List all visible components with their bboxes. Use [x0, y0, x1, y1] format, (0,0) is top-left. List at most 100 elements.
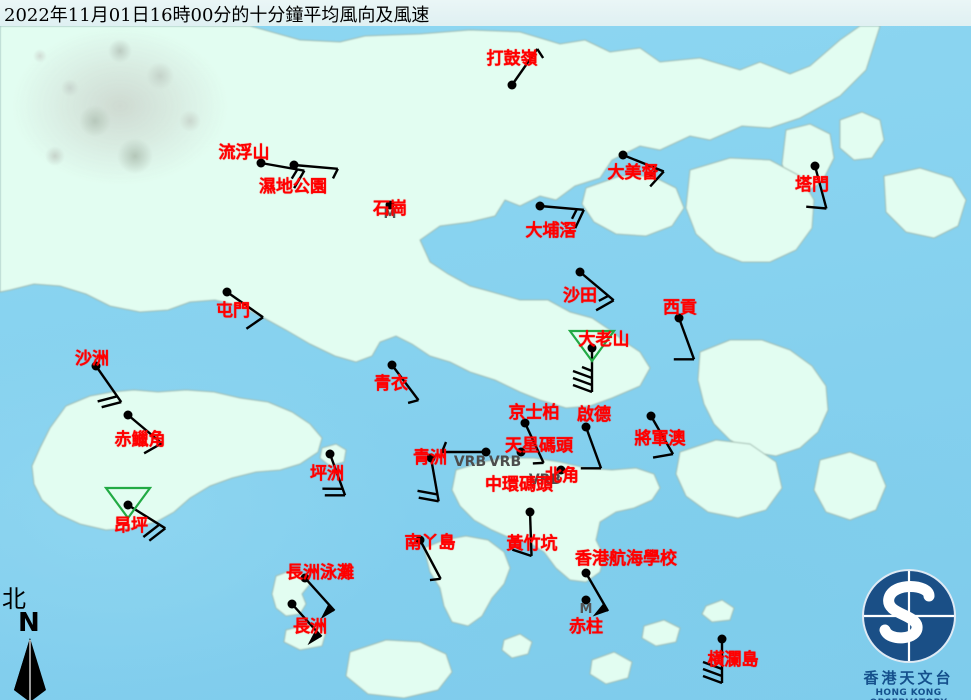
station-label[interactable]: 濕地公園	[259, 177, 327, 197]
station-label[interactable]: 大埔滘	[525, 221, 577, 241]
station-label[interactable]: 青洲	[413, 448, 447, 468]
landmass-south-island-a	[345, 639, 453, 699]
wind-barb-18	[580, 426, 603, 470]
wind-barb-10	[226, 291, 264, 330]
station-label[interactable]: 打鼓嶺	[486, 49, 538, 69]
station-marker-dot[interactable]	[426, 453, 436, 463]
station-marker-dot[interactable]	[123, 500, 133, 510]
station-marker-dot[interactable]	[717, 634, 727, 644]
landmass-east-sai-kung	[813, 451, 887, 521]
wind-barb-26	[291, 603, 323, 646]
compass-rose: 北 N	[2, 585, 62, 700]
wind-barb-16	[417, 457, 440, 503]
station-label[interactable]: 中環碼頭	[485, 475, 553, 495]
wind-barb-21	[440, 441, 486, 454]
station-marker-dot[interactable]	[525, 507, 535, 517]
station-label[interactable]: 昂坪	[114, 516, 148, 536]
station-marker-dot[interactable]	[91, 361, 101, 371]
station-marker-dot[interactable]	[556, 465, 566, 475]
station-label[interactable]: 黃竹坑	[506, 534, 558, 554]
wind-barb-2	[293, 163, 339, 179]
wind-barb-4	[622, 153, 665, 188]
wind-barb-23	[511, 511, 533, 558]
station-label[interactable]: 屯門	[216, 301, 250, 321]
station-marker-dot[interactable]	[581, 568, 591, 578]
compass-label-cn: 北	[2, 585, 26, 613]
station-label[interactable]: 將軍澳	[634, 429, 686, 449]
station-label[interactable]: 南丫島	[404, 533, 456, 553]
station-marker-dot[interactable]	[575, 267, 585, 277]
station-label[interactable]: 北角	[545, 466, 579, 486]
station-label[interactable]: 京士柏	[508, 403, 560, 423]
station-marker-dot[interactable]	[581, 595, 591, 605]
station-marker-dot[interactable]	[385, 200, 395, 210]
station-label[interactable]: 長洲泳灘	[286, 563, 354, 583]
station-marker-dot[interactable]	[256, 158, 266, 168]
station-label[interactable]: 大美督	[607, 163, 659, 183]
logo-name-en: HONG KONG OBSERVATORY	[870, 688, 947, 700]
landmass-lamma	[423, 535, 511, 627]
station-vrb-flag: VRB	[528, 472, 562, 488]
station-label[interactable]: 天星碼頭	[505, 436, 573, 456]
station-label[interactable]: 沙田	[563, 286, 597, 306]
wind-barb-9	[572, 348, 594, 394]
station-marker-dot[interactable]	[387, 360, 397, 370]
title-bar	[0, 0, 971, 26]
station-marker-dot[interactable]	[287, 599, 297, 609]
wind-barb-25	[304, 577, 336, 620]
station-marker-dot[interactable]	[618, 150, 628, 160]
landmass-waglan	[701, 599, 735, 623]
station-label[interactable]: 赤鱲角	[114, 430, 166, 450]
wind-barb-11	[391, 364, 420, 405]
wind-barb-8	[673, 317, 696, 361]
landmass-plover-cove	[581, 175, 685, 237]
wind-barb-12	[95, 365, 123, 409]
wind-barb-24	[418, 539, 442, 582]
station-marker-dot[interactable]	[587, 343, 597, 353]
station-marker-dot[interactable]	[481, 447, 491, 457]
station-label[interactable]: 大老山	[578, 330, 630, 350]
station-marker-dot[interactable]	[123, 410, 133, 420]
station-marker-dot[interactable]	[325, 449, 335, 459]
wind-barb-0	[511, 48, 545, 86]
wind-barb-19	[649, 415, 675, 459]
station-label[interactable]: 坪洲	[310, 464, 344, 484]
wind-barb-1	[260, 161, 306, 189]
station-label[interactable]: 塔門	[795, 175, 829, 195]
station-marker-dot[interactable]	[646, 411, 656, 421]
station-marker-dot[interactable]	[289, 160, 299, 170]
station-marker-dot[interactable]	[507, 80, 517, 90]
wind-barb-13	[127, 414, 163, 455]
station-label[interactable]: 青衣	[374, 374, 408, 394]
station-marker-dot[interactable]	[810, 161, 820, 171]
logo-name-cn: 香港天文台	[863, 669, 954, 687]
landmass-hong-kong-island	[451, 457, 661, 583]
wind-barb-17	[523, 422, 545, 465]
station-label[interactable]: 橫瀾島	[707, 650, 759, 670]
station-label[interactable]: 石崗	[373, 199, 407, 219]
station-label[interactable]: 流浮山	[218, 143, 270, 163]
wind-barb-29	[702, 639, 724, 685]
station-label[interactable]: 西貢	[663, 298, 697, 318]
compass-label-en: N	[18, 608, 40, 638]
station-label[interactable]: 啟德	[577, 405, 611, 425]
station-label[interactable]: 沙洲	[75, 349, 109, 369]
north-arrow-icon	[14, 638, 46, 700]
wind-barb-15	[322, 453, 347, 497]
gale-marker-icon	[103, 486, 153, 520]
station-marker-dot[interactable]	[415, 535, 425, 545]
station-marker-dot[interactable]	[222, 287, 232, 297]
station-marker-dot[interactable]	[535, 201, 545, 211]
station-marker-dot[interactable]	[516, 447, 526, 457]
page-title: 2022年11月01日16時00分的十分鐘平均風向及風速	[4, 5, 430, 26]
station-label[interactable]: 赤柱	[569, 617, 603, 637]
landmass-sai-kung-outer	[697, 339, 829, 457]
station-label[interactable]: 長洲	[293, 617, 327, 637]
landmass-east-tko	[675, 439, 783, 519]
station-marker-dot[interactable]	[674, 313, 684, 323]
station-marker-dot[interactable]	[520, 418, 530, 428]
station-marker-dot[interactable]	[581, 422, 591, 432]
station-marker-dot[interactable]	[300, 573, 310, 583]
station-label[interactable]: 香港航海學校	[575, 549, 677, 569]
landmass-small-isle-1	[589, 651, 633, 685]
